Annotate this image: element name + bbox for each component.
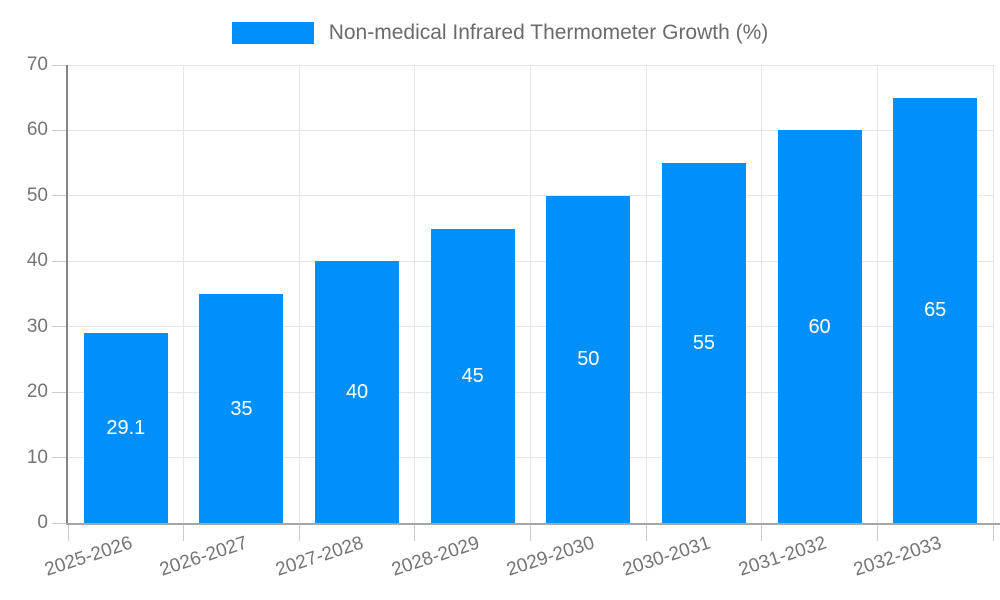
bar-value-label: 29.1 bbox=[106, 416, 146, 439]
x-tick bbox=[298, 525, 300, 541]
bar bbox=[661, 163, 746, 523]
y-tick-label: 0 bbox=[37, 512, 48, 533]
legend-swatch bbox=[231, 22, 314, 44]
x-gridline bbox=[298, 65, 300, 523]
bar-value-label: 55 bbox=[692, 332, 716, 355]
x-tick bbox=[992, 525, 994, 541]
bar-value-label: 45 bbox=[461, 364, 484, 387]
bar bbox=[430, 228, 515, 523]
y-tick-label: 40 bbox=[26, 250, 48, 272]
y-tick bbox=[52, 260, 66, 262]
bar bbox=[777, 130, 862, 523]
x-gridline bbox=[876, 65, 878, 523]
x-tick bbox=[67, 525, 69, 541]
x-axis-line bbox=[66, 523, 1000, 525]
y-tick bbox=[52, 391, 66, 393]
y-tick bbox=[52, 522, 66, 524]
bar bbox=[893, 97, 978, 523]
y-tick bbox=[52, 129, 66, 131]
x-tick bbox=[183, 525, 185, 541]
x-gridline bbox=[645, 65, 647, 523]
legend[interactable]: Non-medical Infrared Thermometer Growth … bbox=[0, 20, 1000, 46]
x-gridline bbox=[992, 65, 994, 523]
x-tick bbox=[530, 525, 531, 541]
bar-value-label: 65 bbox=[924, 299, 947, 322]
y-tick-label: 50 bbox=[26, 184, 48, 206]
x-tick bbox=[876, 525, 878, 541]
x-tick bbox=[761, 525, 763, 541]
x-gridline bbox=[530, 65, 531, 523]
bar-value-label: 50 bbox=[577, 348, 600, 371]
y-tick bbox=[52, 457, 66, 459]
bar-value-label: 40 bbox=[345, 381, 369, 404]
x-gridline bbox=[183, 65, 185, 523]
y-tick bbox=[52, 326, 66, 328]
y-tick bbox=[52, 195, 66, 197]
y-tick-label: 70 bbox=[26, 54, 48, 75]
x-gridline bbox=[414, 65, 416, 523]
y-axis-line bbox=[66, 65, 68, 525]
x-tick bbox=[414, 525, 416, 541]
bar-value-label: 35 bbox=[230, 397, 253, 420]
y-tick-label: 20 bbox=[26, 381, 48, 403]
x-gridline bbox=[761, 65, 763, 523]
legend-label: Non-medical Infrared Thermometer Growth … bbox=[328, 21, 769, 44]
y-tick bbox=[52, 64, 66, 66]
x-tick bbox=[645, 525, 647, 541]
bar bbox=[199, 294, 284, 523]
bar bbox=[546, 195, 631, 523]
bar bbox=[315, 261, 400, 523]
bar-value-label: 60 bbox=[808, 315, 831, 338]
y-tick-label: 60 bbox=[26, 119, 48, 141]
y-tick-label: 10 bbox=[26, 446, 48, 468]
bar bbox=[83, 332, 168, 523]
y-tick-label: 30 bbox=[26, 315, 48, 337]
